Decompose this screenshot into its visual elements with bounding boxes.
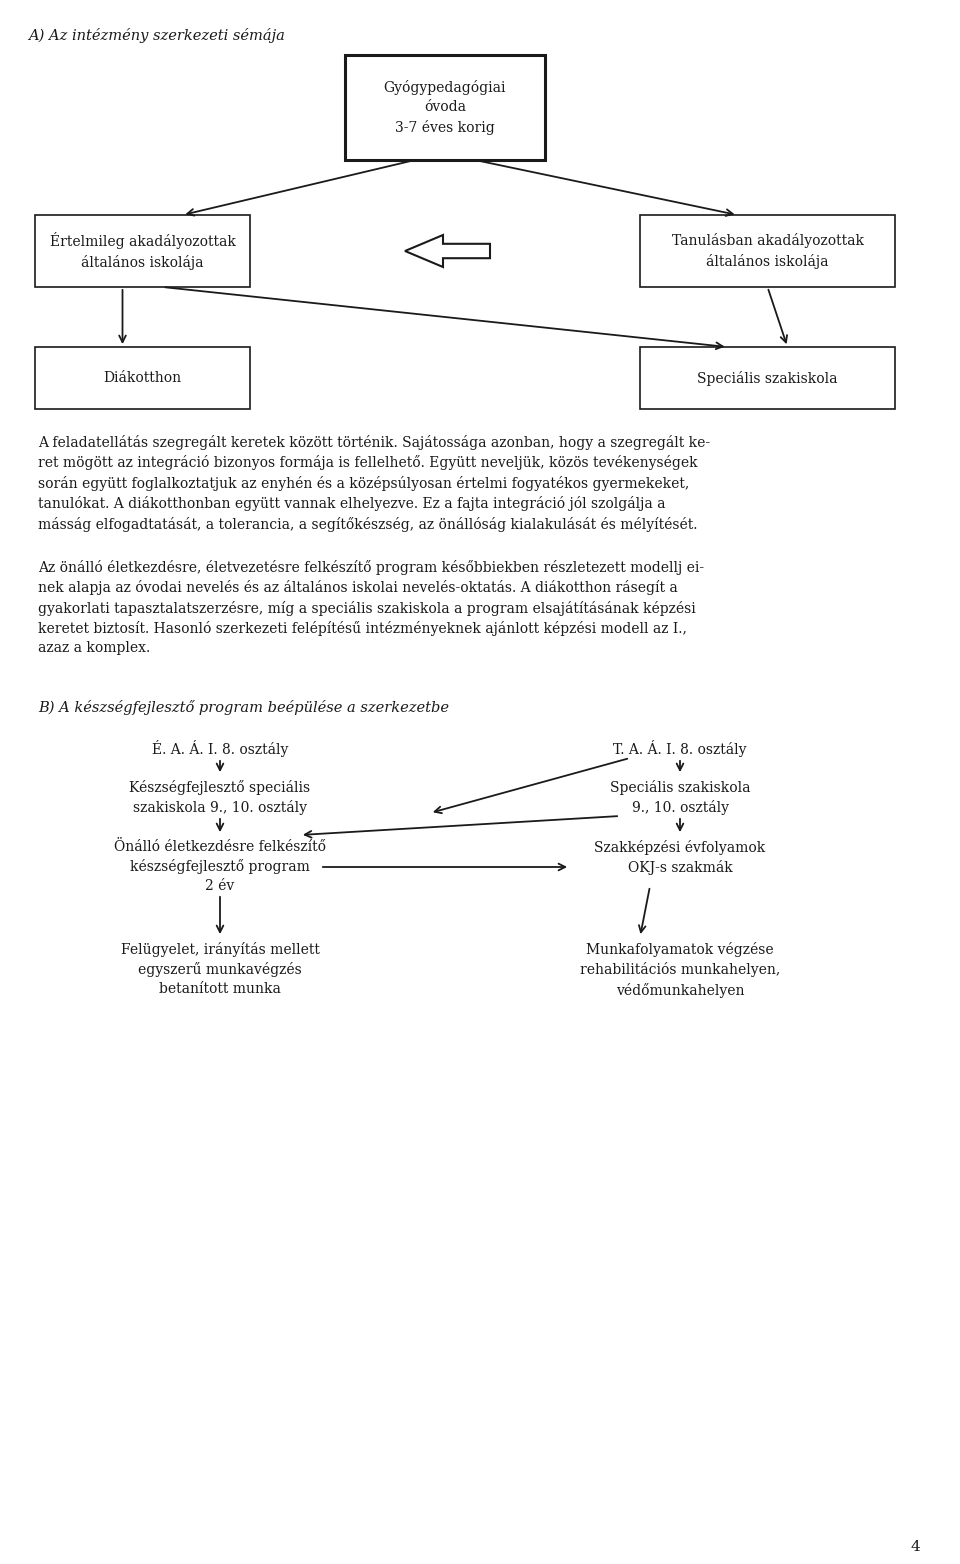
FancyBboxPatch shape bbox=[35, 214, 250, 288]
Text: 4: 4 bbox=[910, 1541, 920, 1555]
Text: Speciális szakiskola
9., 10. osztály: Speciális szakiskola 9., 10. osztály bbox=[610, 780, 751, 815]
Text: A) Az intézmény szerkezeti sémája: A) Az intézmény szerkezeti sémája bbox=[28, 28, 285, 42]
Text: Önálló életkezdésre felkészítő
készségfejlesztő program
2 év: Önálló életkezdésre felkészítő készségfe… bbox=[114, 840, 326, 893]
Text: Az önálló életkezdésre, életvezetésre felkészítő program későbbiekben részleteze: Az önálló életkezdésre, életvezetésre fe… bbox=[38, 560, 704, 655]
FancyBboxPatch shape bbox=[35, 347, 250, 410]
Text: Gyógypedagógiai
óvoda
3-7 éves korig: Gyógypedagógiai óvoda 3-7 éves korig bbox=[384, 80, 506, 135]
FancyBboxPatch shape bbox=[345, 55, 545, 160]
FancyBboxPatch shape bbox=[640, 347, 895, 410]
Text: Munkafolyamatok végzése
rehabilitációs munkahelyen,
védőmunkahelyen: Munkafolyamatok végzése rehabilitációs m… bbox=[580, 942, 780, 998]
Text: T. A. Á. I. 8. osztály: T. A. Á. I. 8. osztály bbox=[613, 740, 747, 757]
FancyArrow shape bbox=[405, 235, 490, 267]
Text: Felügyelet, irányítás mellett
egyszerű munkavégzés
betanított munka: Felügyelet, irányítás mellett egyszerű m… bbox=[121, 942, 320, 996]
Text: Készségfejlesztő speciális
szakiskola 9., 10. osztály: Készségfejlesztő speciális szakiskola 9.… bbox=[130, 780, 311, 815]
Text: É. A. Á. I. 8. osztály: É. A. Á. I. 8. osztály bbox=[152, 740, 288, 757]
Text: Speciális szakiskola: Speciális szakiskola bbox=[697, 371, 838, 385]
Text: A feladatellátás szegregált keretek között történik. Sajátossága azonban, hogy a: A feladatellátás szegregált keretek közö… bbox=[38, 435, 710, 532]
Text: Diákotthon: Diákotthon bbox=[104, 371, 181, 385]
Text: Értelmileg akadályozottak
általános iskolája: Értelmileg akadályozottak általános isko… bbox=[50, 231, 235, 271]
FancyBboxPatch shape bbox=[640, 214, 895, 288]
Text: Tanulásban akadályozottak
általános iskolája: Tanulásban akadályozottak általános isko… bbox=[671, 233, 863, 269]
Text: B) A készségfejlesztő program beépülése a szerkezetbe: B) A készségfejlesztő program beépülése … bbox=[38, 701, 449, 715]
Text: Szakképzési évfolyamok
OKJ-s szakmák: Szakképzési évfolyamok OKJ-s szakmák bbox=[594, 840, 766, 876]
